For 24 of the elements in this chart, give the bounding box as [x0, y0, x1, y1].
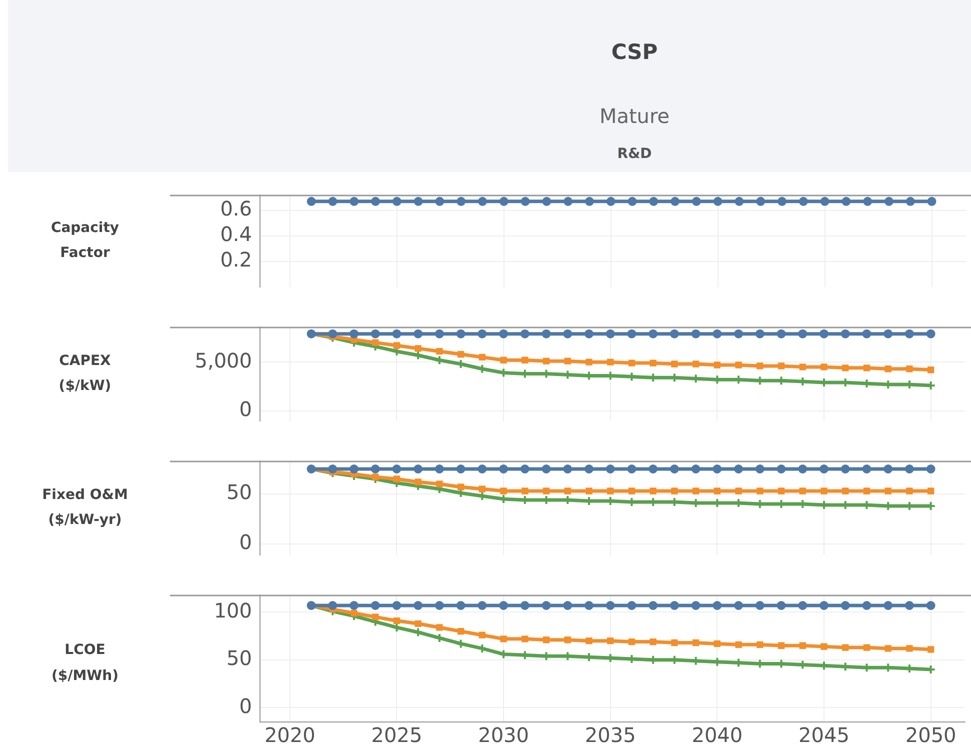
x-tick-label: 2050	[905, 723, 956, 748]
x-tick-label: 2045	[798, 723, 850, 748]
y-axis-title: LCOE ($/MWh)	[50, 641, 120, 686]
y-axis-title: Capacity Factor	[50, 218, 120, 263]
x-tick-label: 2040	[692, 723, 743, 748]
y-tick-label: 0	[239, 694, 252, 718]
y-tick-label: 0.2	[220, 248, 252, 272]
x-tick-label: 2030	[478, 723, 529, 748]
chart-title: CSP	[610, 40, 659, 64]
x-tick-label: 2020	[264, 723, 316, 748]
y-tick-label: 50	[226, 646, 252, 670]
chart-subtitle: Mature	[598, 104, 671, 128]
y-tick-label: 0	[239, 396, 252, 421]
y-tick-label: 50	[226, 480, 252, 504]
y-axis-title: CAPEX ($/kW)	[58, 352, 112, 396]
text: R&D	[616, 146, 653, 162]
y-tick-label: 0.4	[220, 222, 252, 246]
y-tick-label: 0.6	[220, 196, 252, 221]
y-tick-label: 0	[239, 530, 252, 554]
y-tick-label: 100	[214, 598, 252, 622]
y-tick-label: 5,000	[194, 348, 252, 372]
x-tick-label: 2025	[371, 723, 422, 748]
y-axis-title: Fixed O&M ($/kW-yr)	[41, 486, 129, 530]
x-tick-label: 2035	[584, 723, 636, 748]
